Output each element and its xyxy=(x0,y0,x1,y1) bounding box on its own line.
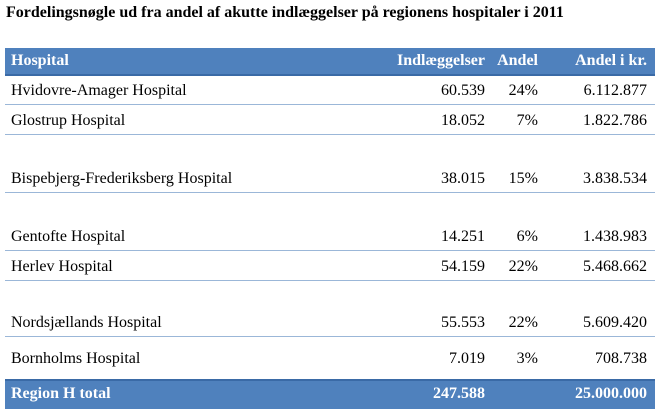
admissions-value: 38.015 xyxy=(441,170,485,187)
header-share: Andel xyxy=(497,52,538,69)
hospital-name: Gentofte Hospital xyxy=(11,228,126,245)
share-value: 15% xyxy=(508,170,538,187)
hospital-name: Glostrup Hospital xyxy=(11,112,126,129)
table-row: Glostrup Hospital 18.052 7% 1.822.786 xyxy=(5,108,655,135)
share-value: 7% xyxy=(516,112,538,129)
share-value: 22% xyxy=(508,258,538,275)
share-value: 24% xyxy=(508,82,538,99)
hospital-name: Hvidovre-Amager Hospital xyxy=(11,82,187,99)
hospital-name: Bornholms Hospital xyxy=(11,350,141,367)
share-kr-value: 5.468.662 xyxy=(583,258,647,275)
share-kr-value: 6.112.877 xyxy=(583,82,647,99)
header-share-kr: Andel i kr. xyxy=(575,52,647,69)
total-admissions: 247.588 xyxy=(433,385,485,402)
table-row: Bispebjerg-Frederiksberg Hospital 38.015… xyxy=(5,150,655,193)
share-kr-value: 1.438.983 xyxy=(583,228,647,245)
admissions-value: 60.539 xyxy=(441,82,485,99)
header-admissions: Indlæggelser xyxy=(397,52,485,69)
admissions-value: 55.553 xyxy=(441,314,485,331)
table-title: Fordelingsnøgle ud fra andel af akutte i… xyxy=(6,4,564,21)
admissions-value: 54.159 xyxy=(441,258,485,275)
hospital-name: Herlev Hospital xyxy=(11,258,113,275)
admissions-value: 14.251 xyxy=(441,228,485,245)
share-kr-value: 5.609.420 xyxy=(583,314,647,331)
table-header: Hospital Indlæggelser Andel Andel i kr. xyxy=(5,48,655,76)
share-kr-value: 3.838.534 xyxy=(583,170,647,187)
table-total-row: Region H total 247.588 25.000.000 xyxy=(5,379,655,409)
share-value: 6% xyxy=(516,228,538,245)
table-row: Bornholms Hospital 7.019 3% 708.738 xyxy=(5,346,655,372)
header-hospital: Hospital xyxy=(11,52,69,69)
table-row: Herlev Hospital 54.159 22% 5.468.662 xyxy=(5,254,655,281)
hospital-name: Bispebjerg-Frederiksberg Hospital xyxy=(11,170,233,187)
table-row: Hvidovre-Amager Hospital 60.539 24% 6.11… xyxy=(5,78,655,105)
share-kr-value: 1.822.786 xyxy=(583,112,647,129)
table-row: Gentofte Hospital 14.251 6% 1.438.983 xyxy=(5,210,655,251)
admissions-value: 18.052 xyxy=(441,112,485,129)
total-share-kr: 25.000.000 xyxy=(575,385,647,402)
share-value: 22% xyxy=(508,314,538,331)
admissions-value: 7.019 xyxy=(449,350,485,367)
share-value: 3% xyxy=(516,350,538,367)
total-label: Region H total xyxy=(11,385,111,402)
hospital-name: Nordsjællands Hospital xyxy=(11,314,162,331)
table-row: Nordsjællands Hospital 55.553 22% 5.609.… xyxy=(5,294,655,337)
share-kr-value: 708.738 xyxy=(595,350,647,367)
